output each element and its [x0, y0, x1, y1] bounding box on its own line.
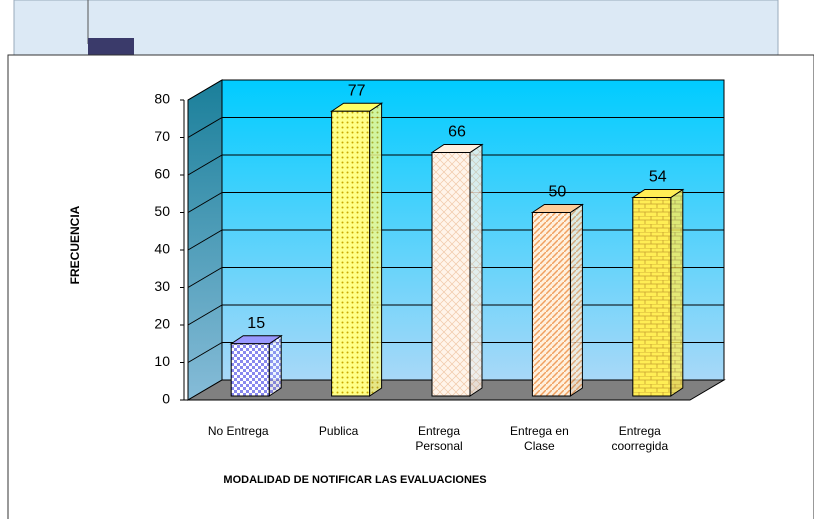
x-tick-line: Clase — [524, 439, 555, 453]
bar-front — [230, 343, 270, 397]
bar — [329, 102, 384, 397]
y-axis-label: FRECUENCIA — [68, 205, 82, 284]
x-axis-label: MODALIDAD DE NOTIFICAR LAS EVALUACIONES — [223, 474, 486, 486]
x-tick-line: Entrega en — [510, 424, 569, 438]
panel-box — [88, 38, 134, 58]
bar — [530, 203, 585, 397]
x-tick-label: Entrega en Clase — [510, 424, 569, 453]
x-tick-line: Entrega — [619, 424, 661, 438]
bar-front — [531, 212, 571, 397]
x-tick-line: Personal — [415, 439, 462, 453]
x-tick-line: Publica — [319, 424, 359, 438]
data-label: 50 — [549, 184, 567, 201]
y-tick-label: 0 — [162, 391, 170, 407]
y-tick-label: 50 — [154, 203, 170, 219]
y-tick-label: 60 — [154, 166, 170, 182]
x-tick-line: Entrega — [418, 424, 460, 438]
x-tick-line: coorregida — [611, 439, 668, 453]
grid-line — [187, 117, 223, 138]
bar-front — [431, 152, 471, 397]
grid-line — [187, 304, 223, 326]
y-tick-label: 10 — [154, 353, 170, 369]
grid-line — [187, 192, 223, 213]
bar-side — [569, 203, 583, 397]
bar — [229, 334, 283, 397]
y-tick-label: 30 — [154, 278, 170, 294]
bar-side — [369, 102, 383, 397]
data-label: 77 — [348, 82, 366, 99]
bar-front — [331, 110, 371, 397]
grid-line — [187, 154, 223, 176]
grid-line — [187, 79, 223, 101]
y-tick-label: 80 — [154, 91, 170, 107]
bar-front — [632, 197, 672, 397]
grid-line — [187, 342, 223, 363]
x-tick-label: Publica — [319, 424, 359, 438]
x-tick-label: No Entrega — [208, 424, 269, 438]
bar-side — [469, 143, 483, 397]
x-tick-label: Entrega coorregida — [611, 424, 668, 453]
bar-side — [670, 188, 684, 397]
data-label: 15 — [247, 315, 265, 332]
bar — [430, 143, 484, 397]
grid-line — [187, 229, 223, 251]
y-tick-label: 40 — [154, 241, 170, 257]
x-tick-line: No Entrega — [208, 424, 269, 438]
bar — [631, 188, 685, 397]
data-label: 66 — [448, 124, 466, 141]
y-tick-label: 70 — [154, 128, 170, 144]
data-label: 54 — [649, 169, 667, 186]
y-tick-label: 20 — [154, 316, 170, 332]
top-panel — [13, 0, 779, 61]
bar-side — [268, 334, 282, 397]
x-tick-label: Entrega Personal — [415, 424, 462, 453]
grid-line — [187, 267, 223, 288]
